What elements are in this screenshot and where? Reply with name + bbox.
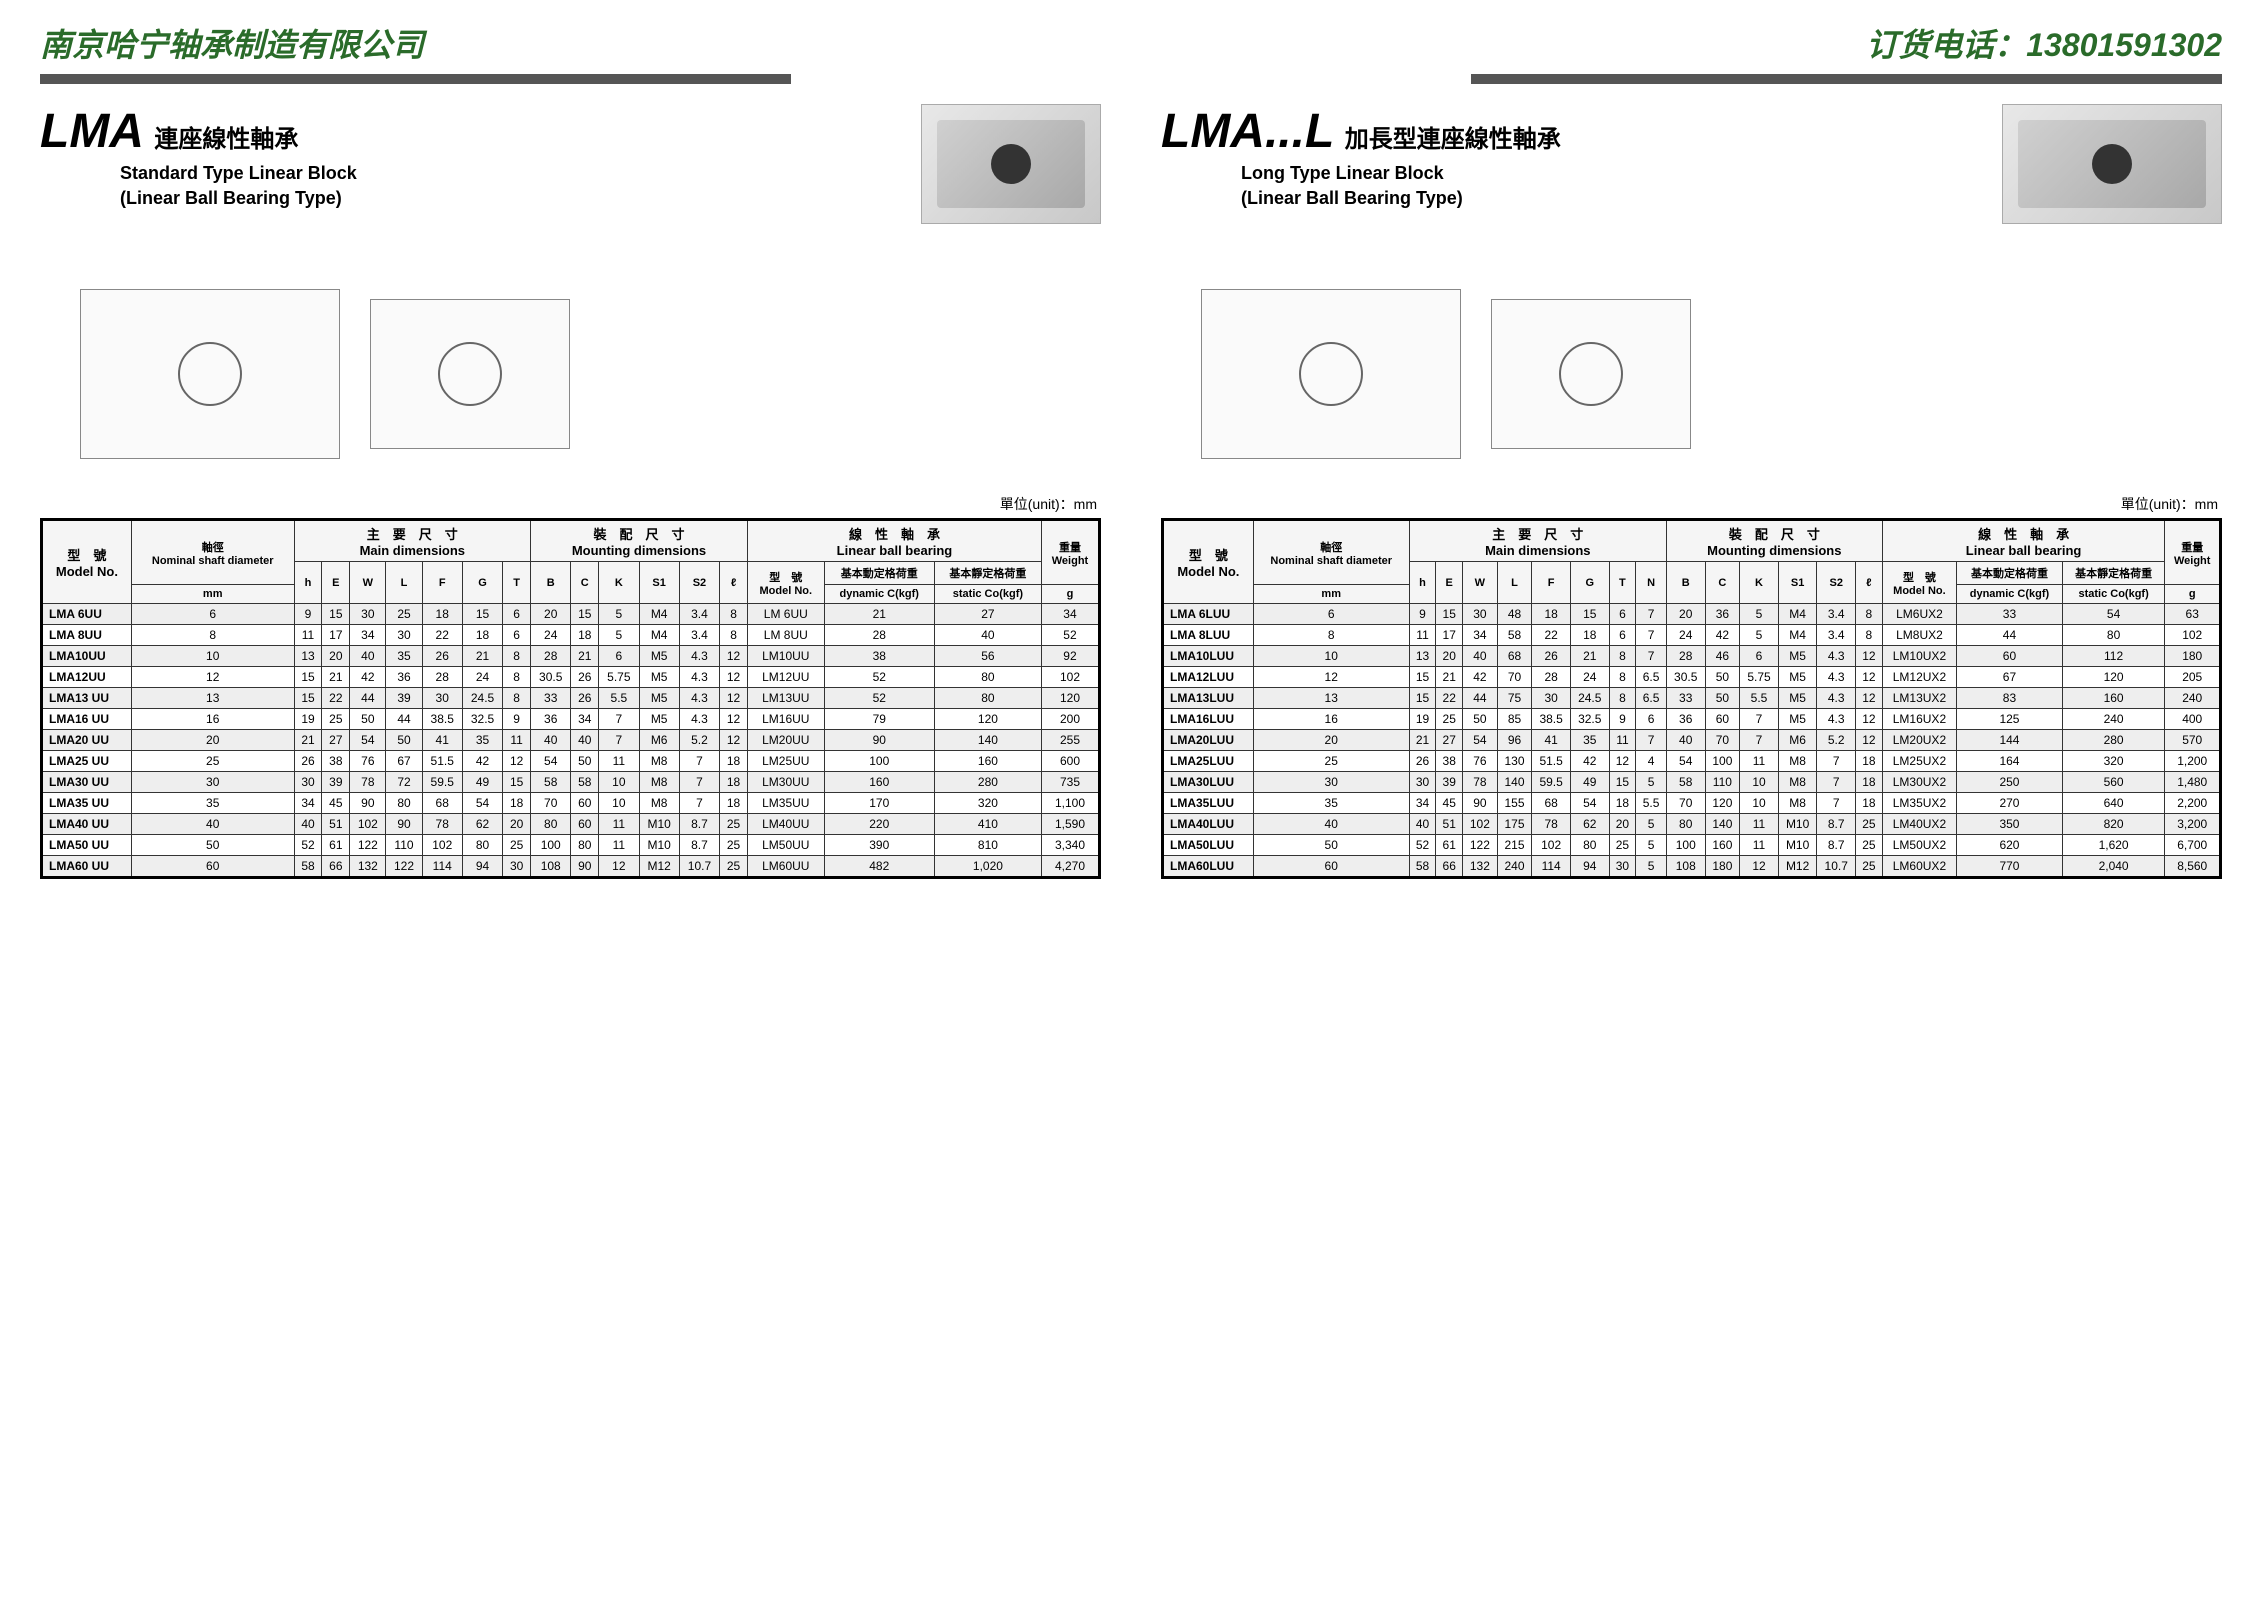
table-row: LMA35 UU3534459080685418706010M8718LM35U… bbox=[42, 793, 1100, 814]
unit-label: 單位(unit)：mm bbox=[1161, 494, 2222, 514]
series-en1: Long Type Linear Block bbox=[1241, 163, 1982, 184]
table-row: LMA20 UU202127545041351140407M65.212LM20… bbox=[42, 730, 1100, 751]
table-row: LMA40LUU40405110217578622058014011M108.7… bbox=[1163, 814, 2221, 835]
product-photo bbox=[2002, 104, 2222, 224]
table-row: LMA35LUU353445901556854185.57012010M8718… bbox=[1163, 793, 2221, 814]
table-row: LMA10UU10132040352621828216M54.312LM10UU… bbox=[42, 646, 1100, 667]
table-row: LMA40 UU40405110290786220806011M108.725L… bbox=[42, 814, 1100, 835]
table-row: LMA30 UU303039787259.54915585810M8718LM3… bbox=[42, 772, 1100, 793]
left-panel: LMA 連座線性軸承 Standard Type Linear Block (L… bbox=[40, 104, 1101, 879]
series-cn: 連座線性軸承 bbox=[154, 126, 298, 153]
table-row: LMA12LUU1215214270282486.530.5505.75M54.… bbox=[1163, 667, 2221, 688]
company-name: 南京哈宁轴承制造有限公司 bbox=[40, 20, 424, 66]
series-en1: Standard Type Linear Block bbox=[120, 163, 901, 184]
table-row: LMA13 UU13152244393024.5833265.5M54.312L… bbox=[42, 688, 1100, 709]
series-code: LMA...L bbox=[1161, 105, 1334, 158]
table-row: LMA20LUU2021275496413511740707M65.212LM2… bbox=[1163, 730, 2221, 751]
table-row: LMA25 UU252638766751.54212545011M8718LM2… bbox=[42, 751, 1100, 772]
table-row: LMA50LUU5052611222151028025510016011M108… bbox=[1163, 835, 2221, 856]
product-photo bbox=[921, 104, 1101, 224]
tech-drawings bbox=[1161, 274, 2222, 474]
table-row: LMA 6UU691530251815620155M43.48LM 6UU212… bbox=[42, 604, 1100, 625]
table-row: LMA25LUU2526387613051.5421245410011M8718… bbox=[1163, 751, 2221, 772]
table-row: LMA60 UU60586613212211494301089012M1210.… bbox=[42, 856, 1100, 878]
top-bar: 南京哈宁轴承制造有限公司 订货电话：13801591302 bbox=[40, 20, 2222, 66]
table-row: LMA12UU12152142362824830.5265.75M54.312L… bbox=[42, 667, 1100, 688]
right-panel: LMA...L 加長型連座線性軸承 Long Type Linear Block… bbox=[1161, 104, 2222, 879]
series-en2: (Linear Ball Bearing Type) bbox=[1241, 188, 1982, 209]
table-row: LMA16LUU161925508538.532.59636607M54.312… bbox=[1163, 709, 2221, 730]
table-row: LMA 8UU8111734302218624185M43.48LM 8UU28… bbox=[42, 625, 1100, 646]
series-code: LMA bbox=[40, 105, 144, 158]
table-row: LMA50 UU50526112211010280251008011M108.7… bbox=[42, 835, 1100, 856]
table-row: LMA10LUU101320406826218728466M54.312LM10… bbox=[1163, 646, 2221, 667]
spec-table-left: 型 號Model No. 軸徑Nominal shaft diameter 主 … bbox=[40, 518, 1101, 879]
spec-table-right: 型 號Model No. 軸徑Nominal shaft diameter 主 … bbox=[1161, 518, 2222, 879]
divider-rules bbox=[40, 74, 2222, 84]
table-row: LMA13LUU13152244753024.586.533505.5M54.3… bbox=[1163, 688, 2221, 709]
table-row: LMA16 UU161925504438.532.5936347M54.312L… bbox=[42, 709, 1100, 730]
table-row: LMA 8LUU81117345822186724425M43.48LM8UX2… bbox=[1163, 625, 2221, 646]
table-row: LMA30LUU3030397814059.5491555811010M8718… bbox=[1163, 772, 2221, 793]
tech-drawings bbox=[40, 274, 1101, 474]
series-cn: 加長型連座線性軸承 bbox=[1345, 126, 1561, 153]
table-row: LMA60LUU6058661322401149430510818012M121… bbox=[1163, 856, 2221, 878]
unit-label: 單位(unit)：mm bbox=[40, 494, 1101, 514]
table-row: LMA 6LUU6915304818156720365M43.48LM6UX23… bbox=[1163, 604, 2221, 625]
phone: 订货电话：13801591302 bbox=[1866, 20, 2222, 66]
series-en2: (Linear Ball Bearing Type) bbox=[120, 188, 901, 209]
